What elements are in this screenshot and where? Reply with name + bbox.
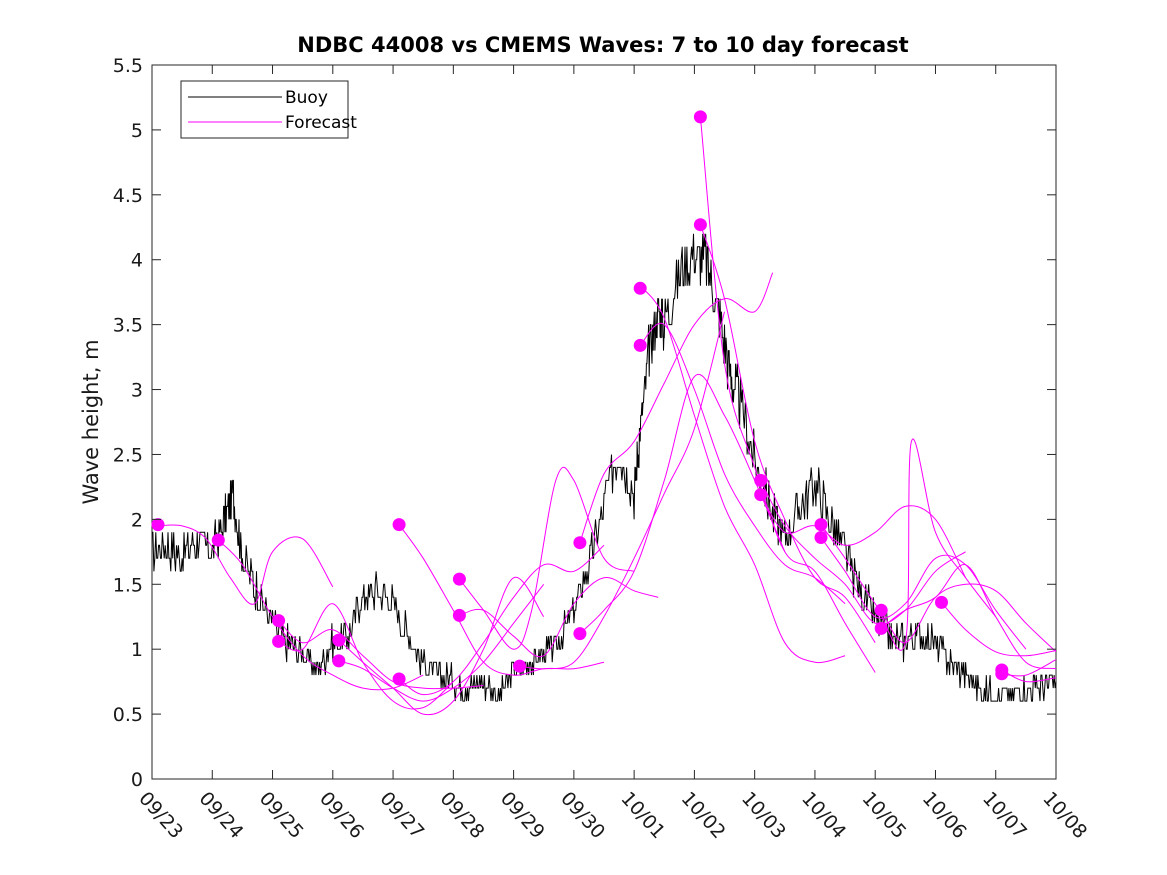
legend: Buoy Forecast [180, 80, 357, 139]
forecast-series-line-11 [519, 311, 725, 670]
forecast-start-marker-13 [573, 627, 587, 641]
forecast-series-line-12 [579, 272, 774, 543]
forecast-series-line-10 [459, 577, 659, 658]
y-tick-label: 2 [131, 509, 143, 531]
y-tick-label: 0.5 [113, 704, 143, 726]
forecast-start-marker-14 [633, 281, 647, 295]
forecast-series-line-16 [699, 116, 876, 673]
y-tick-label: 1 [131, 639, 143, 661]
y-tick-label: 5 [131, 120, 143, 142]
forecast-start-marker-12 [573, 536, 587, 550]
y-tick-label: 1.5 [113, 574, 143, 596]
forecast-series-line-21 [820, 537, 1027, 650]
forecast-start-marker-19 [754, 488, 768, 502]
forecast-series-line-5 [338, 577, 545, 716]
chart-title: NDBC 44008 vs CMEMS Waves: 7 to 10 day f… [297, 33, 908, 57]
forecast-start-marker-10 [452, 608, 466, 622]
forecast-start-marker-6 [332, 654, 346, 668]
forecast-series-line-6 [338, 583, 545, 702]
y-tick-label: 3 [131, 380, 143, 402]
forecast-start-marker-24 [935, 595, 948, 609]
forecast-start-marker-20 [814, 518, 828, 532]
forecast-start-marker-1 [151, 518, 165, 532]
forecast-series-line-15 [639, 322, 846, 605]
forecast-series-line-3 [278, 620, 484, 690]
forecast-start-marker-2 [211, 533, 225, 547]
forecast-series-line-9 [459, 466, 635, 650]
forecast-start-marker-21 [814, 531, 828, 544]
forecast-series-line-20 [820, 438, 997, 651]
forecast-series-line-2 [217, 539, 424, 691]
forecast-start-marker-11 [513, 659, 527, 673]
y-tick-label: 4 [131, 250, 143, 272]
forecast-start-marker-8 [392, 672, 406, 686]
forecast-start-marker-23 [874, 621, 888, 635]
y-tick-label: 3.5 [113, 315, 143, 337]
forecast-start-marker-18 [754, 473, 768, 487]
forecast-series-line-8 [398, 544, 605, 696]
forecast-start-marker-26 [995, 667, 1009, 681]
plot-area [151, 64, 1057, 780]
forecast-series-line-14 [639, 285, 846, 664]
forecast-series-line-23 [880, 564, 1057, 670]
forecast-start-marker-9 [452, 572, 466, 586]
forecast-start-marker-5 [332, 633, 346, 647]
forecast-start-marker-22 [874, 603, 888, 617]
forecast-series-line-19 [760, 494, 967, 579]
legend-buoy-label: Buoy [285, 88, 328, 108]
y-tick-label: 2.5 [113, 444, 143, 466]
forecast-series-line-18 [760, 480, 966, 625]
forecast-start-marker-3 [272, 614, 286, 628]
y-axis-label: Wave height, m [79, 339, 103, 504]
legend-forecast-label: Forecast [285, 113, 357, 133]
y-tick-label: 0 [131, 769, 143, 791]
forecast-start-marker-7 [392, 518, 406, 532]
forecast-start-marker-15 [633, 338, 647, 352]
forecast-start-marker-17 [693, 218, 707, 232]
forecast-start-marker-16 [693, 110, 707, 124]
data-layer [151, 110, 1057, 716]
forecast-series-line-17 [699, 224, 876, 643]
legend-box [180, 80, 349, 139]
y-tick-label: 4.5 [113, 185, 143, 207]
forecast-series-line-13 [579, 373, 786, 634]
forecast-series-line-24 [941, 602, 1057, 657]
y-tick-label: 5.5 [113, 55, 143, 77]
forecast-start-marker-4 [272, 634, 286, 648]
forecast-series-line-22 [880, 583, 1057, 653]
forecast-series-line-1 [157, 524, 334, 605]
buoy-series-line [152, 233, 1057, 702]
forecast-series-line-7 [398, 524, 605, 676]
